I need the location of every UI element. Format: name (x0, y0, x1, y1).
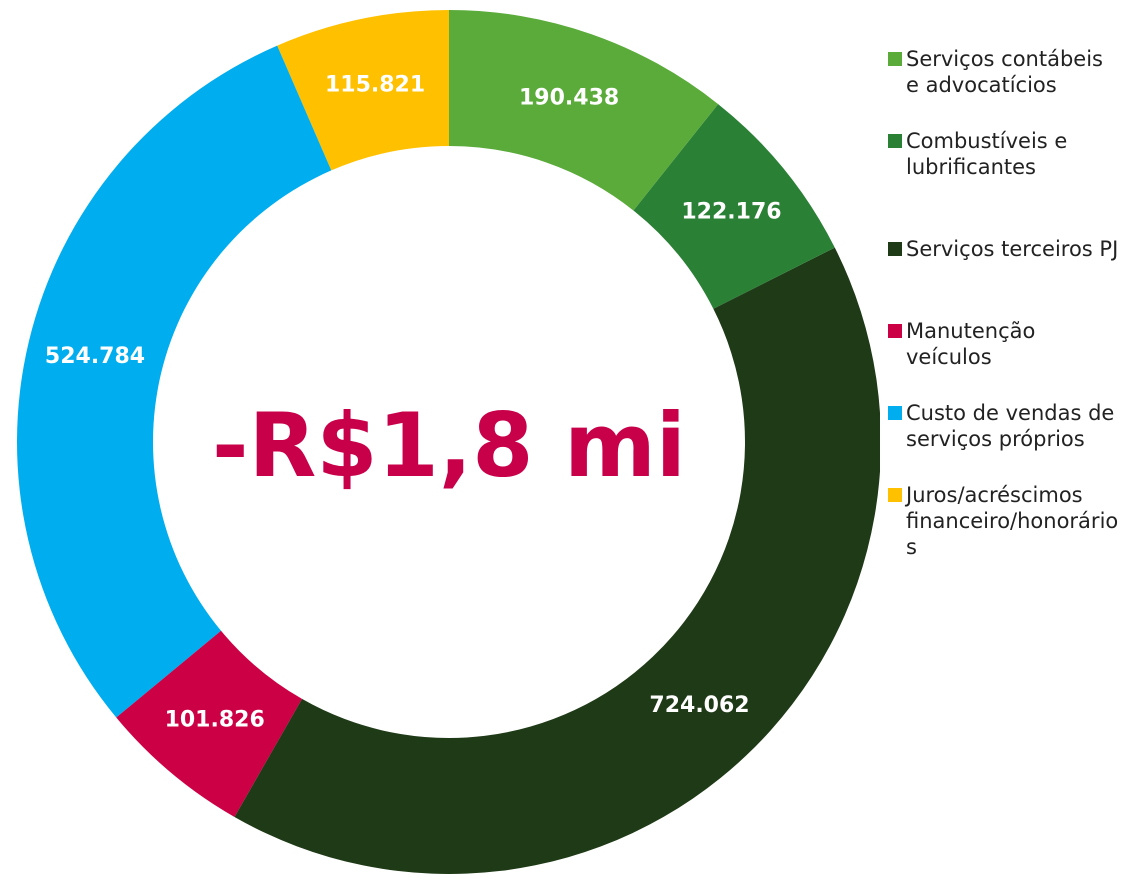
legend-swatch (888, 324, 902, 338)
donut-slice (234, 247, 880, 875)
donut-slice (277, 10, 449, 171)
legend-swatch (888, 242, 902, 256)
legend-item: Combustíveis e lubrificantes (888, 128, 1126, 180)
legend-label: Serviços contábeis e advocatícios (906, 47, 1103, 97)
legend-swatch (888, 134, 902, 148)
legend-swatch (888, 406, 902, 420)
legend-item: Serviços contábeis e advocatícios (888, 46, 1126, 98)
donut-slice (449, 10, 719, 211)
legend-swatch (888, 52, 902, 66)
legend-item: Manutenção veículos (888, 318, 1126, 370)
legend-item: Juros/acréscimos financeiro/honorários (888, 482, 1126, 560)
legend-label: Manutenção veículos (906, 319, 1036, 369)
chart: -R$1,8 mi 190.438 122.176 724.062 101.826 52… (17, 10, 880, 875)
value-label: 190.438 (519, 85, 619, 110)
center-total: -R$1,8 mi (212, 394, 686, 497)
value-label: 122.176 (681, 199, 781, 224)
value-label: 724.062 (649, 693, 749, 718)
legend-swatch (888, 488, 902, 502)
legend-label: Serviços terceiros PJ (906, 237, 1119, 261)
value-label: 115.821 (325, 73, 425, 98)
legend-label: Juros/acréscimos financeiro/honorários (906, 483, 1119, 559)
donut-slice (17, 45, 332, 718)
legend-item: Serviços terceiros PJ (888, 236, 1126, 262)
legend-label: Combustíveis e lubrificantes (906, 129, 1068, 179)
value-label: 101.826 (165, 708, 265, 733)
legend: Serviços contábeis e advocatícios Combust… (888, 46, 1126, 560)
legend-label: Custo de vendas de serviços próprios (906, 401, 1115, 451)
legend-item: Custo de vendas de serviços próprios (888, 400, 1126, 452)
donut-slice (116, 630, 303, 817)
donut-slice (633, 104, 835, 309)
value-label: 524.784 (45, 344, 145, 369)
